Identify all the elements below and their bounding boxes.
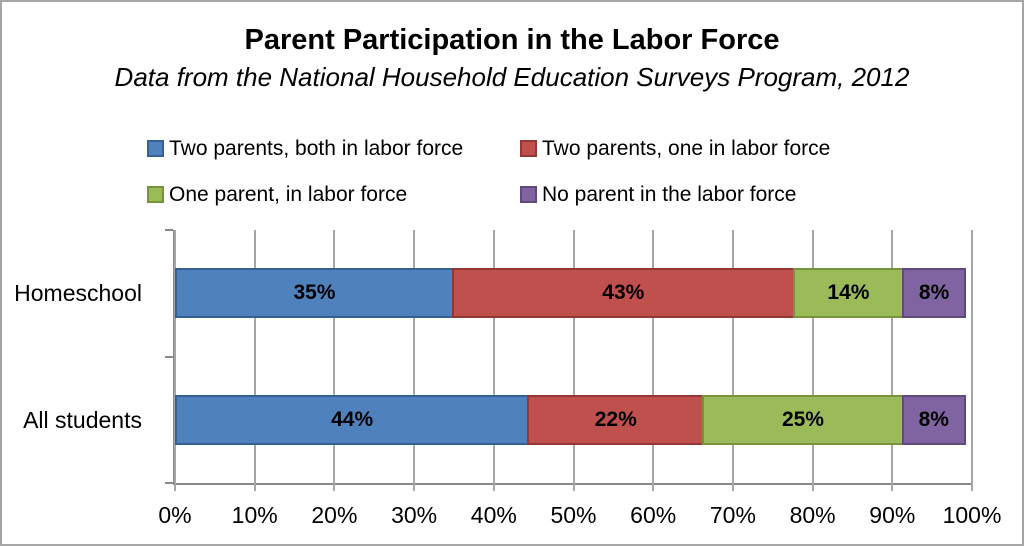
x-axis-tick-label: 90% [869, 502, 916, 528]
bar-segment: 25% [702, 394, 904, 445]
legend-item: Two parents, one in labor force [520, 129, 830, 167]
y-axis-tick [165, 229, 173, 231]
bar-segment: 35% [175, 268, 454, 319]
chart-subtitle: Data from the National Household Educati… [114, 62, 910, 92]
gridline [174, 230, 176, 491]
x-axis-tick-label: 40% [470, 502, 517, 528]
legend-label: Two parents, both in labor force [169, 136, 464, 160]
y-axis-category-labels: Homeschool All students [2, 230, 150, 483]
bar-data-label: 8% [918, 407, 949, 431]
x-axis-tick-label: 50% [550, 502, 597, 528]
legend-item: One parent, in labor force [147, 175, 520, 213]
gridline [971, 230, 973, 491]
x-axis-tick-label: 70% [709, 502, 756, 528]
bar-segment: 8% [902, 268, 966, 319]
category-label: Homeschool [14, 280, 142, 307]
bar-data-label: 35% [293, 281, 336, 305]
bar-data-label: 22% [594, 407, 637, 431]
gridline [333, 230, 336, 491]
bar-data-label: 43% [602, 281, 645, 305]
plot-area: 35% 43% 14% 8% 44% 22% 25% 8% [165, 229, 973, 491]
bar-data-label: 14% [827, 281, 870, 305]
legend-item: No parent in the labor force [520, 175, 830, 213]
legend-swatch-icon [147, 139, 164, 157]
bar-segment: 8% [901, 394, 966, 445]
x-axis-tick-label: 20% [311, 502, 358, 528]
gridline [891, 230, 894, 491]
x-axis-tick-label: 10% [231, 502, 278, 528]
bar-segment: 14% [792, 268, 905, 319]
y-axis-tick [165, 482, 173, 484]
x-axis-tick-label: 0% [158, 502, 192, 528]
bar-data-label: 44% [331, 407, 374, 431]
bar-segment: 44% [175, 394, 530, 445]
x-axis-tick-labels: 0% 10% 20% 30% 40% 50% 60% 70% 80% 90% 100% [158, 502, 1001, 532]
y-axis-tick [165, 355, 173, 358]
legend-label: One parent, in labor force [169, 182, 408, 206]
gridline [413, 230, 416, 491]
gridline [731, 230, 734, 491]
gridline [492, 230, 495, 491]
category-label: All students [23, 406, 142, 433]
bar-segment: 43% [451, 268, 795, 319]
gridline [253, 230, 256, 491]
bar-data-label: 25% [781, 407, 824, 431]
legend-swatch-icon [147, 185, 164, 203]
bar-data-label: 8% [918, 281, 950, 305]
gridline [811, 230, 814, 491]
legend-label: No parent in the labor force [542, 182, 797, 206]
legend-label: Two parents, one in labor force [542, 136, 831, 160]
legend-swatch-icon [520, 185, 537, 203]
gridline [652, 230, 655, 491]
gridline [572, 230, 575, 491]
legend-swatch-icon [520, 139, 537, 157]
x-axis-tick-label: 80% [789, 502, 836, 528]
x-axis-tick-label: 30% [391, 502, 438, 528]
legend: Two parents, both in labor force Two pare… [147, 129, 830, 213]
chart-title: Parent Participation in the Labor Force [244, 24, 780, 56]
legend-item: Two parents, both in labor force [147, 129, 520, 167]
x-axis-tick-label: 100% [942, 502, 1002, 528]
bar-row: 44% 22% 25% 8% [175, 394, 972, 445]
bar-row: 35% 43% 14% 8% [175, 268, 972, 319]
x-axis-tick-label: 60% [630, 502, 677, 528]
bar-segment: 22% [527, 394, 705, 445]
